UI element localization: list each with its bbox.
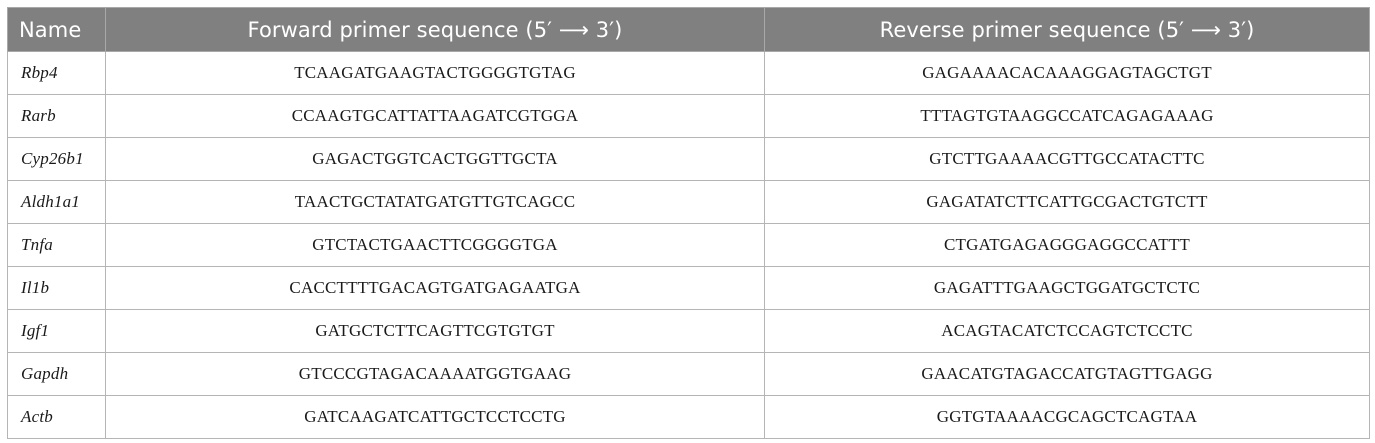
- column-header-reverse-primer: Reverse primer sequence (5′ ⟶ 3′): [764, 7, 1370, 52]
- table-row: Igf1 GATGCTCTTCAGTTCGTGTGT ACAGTACATCTCC…: [7, 309, 1370, 353]
- reverse-primer-cell: GAGATATCTTCATTGCGACTGTCTT: [764, 180, 1370, 224]
- gene-name-cell: Aldh1a1: [7, 180, 106, 224]
- forward-primer-cell: TCAAGATGAAGTACTGGGGTGTAG: [105, 51, 765, 95]
- gene-name-cell: Actb: [7, 395, 106, 439]
- gene-name-cell: Cyp26b1: [7, 137, 106, 181]
- gene-name-cell: Rarb: [7, 94, 106, 138]
- table-row: Il1b CACCTTTTGACAGTGATGAGAATGA GAGATTTGA…: [7, 266, 1370, 310]
- forward-primer-cell: GAGACTGGTCACTGGTTGCTA: [105, 137, 765, 181]
- forward-primer-cell: GTCCCGTAGACAAAATGGTGAAG: [105, 352, 765, 396]
- table-row: Rarb CCAAGTGCATTATTAAGATCGTGGA TTTAGTGTA…: [7, 94, 1370, 138]
- forward-primer-cell: GTCTACTGAACTTCGGGGTGA: [105, 223, 765, 267]
- gene-name-cell: Rbp4: [7, 51, 106, 95]
- table-row: Aldh1a1 TAACTGCTATATGATGTTGTCAGCC GAGATA…: [7, 180, 1370, 224]
- table-row: Cyp26b1 GAGACTGGTCACTGGTTGCTA GTCTTGAAAA…: [7, 137, 1370, 181]
- column-header-forward-primer: Forward primer sequence (5′ ⟶ 3′): [105, 7, 765, 52]
- reverse-primer-cell: CTGATGAGAGGGAGGCCATTT: [764, 223, 1370, 267]
- forward-primer-cell: CCAAGTGCATTATTAAGATCGTGGA: [105, 94, 765, 138]
- reverse-primer-cell: GAGATTTGAAGCTGGATGCTCTC: [764, 266, 1370, 310]
- table-row: Gapdh GTCCCGTAGACAAAATGGTGAAG GAACATGTAG…: [7, 352, 1370, 396]
- reverse-primer-cell: GTCTTGAAAACGTTGCCATACTTC: [764, 137, 1370, 181]
- reverse-primer-cell: ACAGTACATCTCCAGTCTCCTC: [764, 309, 1370, 353]
- reverse-primer-cell: GGTGTAAAACGCAGCTCAGTAA: [764, 395, 1370, 439]
- reverse-primer-cell: GAACATGTAGACCATGTAGTTGAGG: [764, 352, 1370, 396]
- table-row: Rbp4 TCAAGATGAAGTACTGGGGTGTAG GAGAAAACAC…: [7, 51, 1370, 95]
- reverse-primer-cell: GAGAAAACACAAAGGAGTAGCTGT: [764, 51, 1370, 95]
- gene-name-cell: Gapdh: [7, 352, 106, 396]
- primer-table-container: Name Forward primer sequence (5′ ⟶ 3′) R…: [7, 7, 1370, 439]
- gene-name-cell: Tnfa: [7, 223, 106, 267]
- table-body: Rbp4 TCAAGATGAAGTACTGGGGTGTAG GAGAAAACAC…: [7, 51, 1370, 439]
- table-row: Actb GATCAAGATCATTGCTCCTCCTG GGTGTAAAACG…: [7, 395, 1370, 439]
- gene-name-cell: Igf1: [7, 309, 106, 353]
- primer-table: Name Forward primer sequence (5′ ⟶ 3′) R…: [7, 7, 1370, 439]
- table-row: Tnfa GTCTACTGAACTTCGGGGTGA CTGATGAGAGGGA…: [7, 223, 1370, 267]
- forward-primer-cell: TAACTGCTATATGATGTTGTCAGCC: [105, 180, 765, 224]
- forward-primer-cell: GATCAAGATCATTGCTCCTCCTG: [105, 395, 765, 439]
- column-header-name: Name: [7, 7, 106, 52]
- forward-primer-cell: CACCTTTTGACAGTGATGAGAATGA: [105, 266, 765, 310]
- header-row: Name Forward primer sequence (5′ ⟶ 3′) R…: [7, 7, 1370, 52]
- table-header: Name Forward primer sequence (5′ ⟶ 3′) R…: [7, 7, 1370, 52]
- forward-primer-cell: GATGCTCTTCAGTTCGTGTGT: [105, 309, 765, 353]
- reverse-primer-cell: TTTAGTGTAAGGCCATCAGAGAAAG: [764, 94, 1370, 138]
- gene-name-cell: Il1b: [7, 266, 106, 310]
